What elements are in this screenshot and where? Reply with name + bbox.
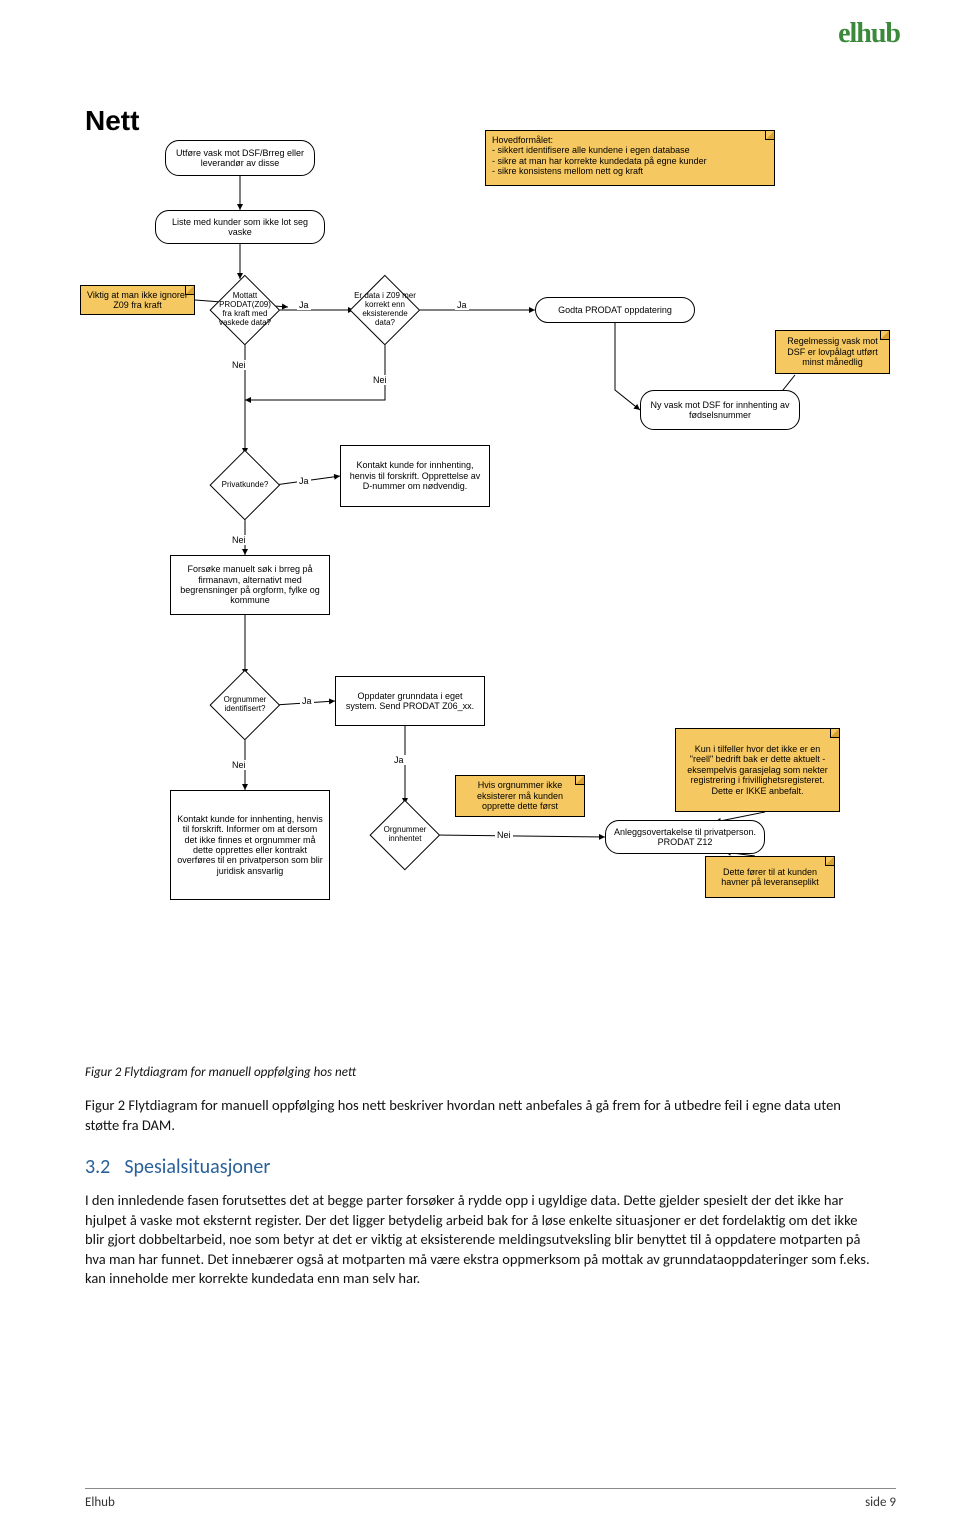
terminator-n13: Anleggsovertakelse til privatperson. PRO… [605,820,765,854]
edge-label-e4: Nei [371,375,389,385]
note-n2: Hovedformålet: - sikkert identifisere al… [485,130,775,186]
note-n14: Kun i tilfeller hvor det ikke er en "ree… [675,728,840,812]
edge-label-e2: Nei [230,360,248,370]
decision-d5: Orgnummer innhentet [370,800,440,870]
logo: elhub [838,18,900,50]
section-heading: 3.2 Spesialsituasjoner [85,1155,875,1179]
process-n9: Forsøke manuelt søk i brreg på firmanavn… [170,555,330,615]
edge-label-e3: Ja [455,300,469,310]
arrow-8 [245,340,385,400]
figure-caption: Figur 2 Flytdiagram for manuell oppfølgi… [85,1065,875,1080]
edge-label-e8: Nei [230,760,248,770]
note-n15: Dette fører til at kunden havner på leve… [705,856,835,898]
heading-number: 3.2 [85,1155,110,1179]
process-n10: Oppdater grunndata i eget system. Send P… [335,676,485,726]
note-n12: Hvis orgnummer ikke eksisterer må kunden… [455,775,585,817]
edge-label-e7: Ja [300,696,314,706]
decision-d1: Mottatt PRODAT(Z09) fra kraft med vasked… [210,275,280,345]
process-n11: Kontakt kunde for innhenting, henvis til… [170,790,330,900]
edge-label-e5: Ja [297,476,311,486]
edge-label-e6: Nei [230,535,248,545]
terminator-n7: Ny vask mot DSF for innhenting av fødsel… [640,390,800,430]
note-n4: Viktig at man ikke ignorer Z09 fra kraft [80,285,195,315]
arrow-15 [435,835,605,837]
page: elhub Nett Utføre vask mot DSF/Brreg ell… [0,0,960,1532]
process-n8: Kontakt kunde for innhenting, henvis til… [340,445,490,507]
edge-label-e1: Ja [297,300,311,310]
terminator-n5: Godta PRODAT oppdatering [535,297,695,323]
body-text: Figur 2 Flytdiagram for manuell oppfølgi… [85,1065,875,1303]
paragraph-2: I den innledende fasen forutsettes det a… [85,1191,875,1289]
decision-d2: Er data i Z09 mer korrekt enn eksisteren… [350,275,420,345]
terminator-n1: Utføre vask mot DSF/Brreg eller leverand… [165,140,315,176]
decision-d4: Orgnummer identifisert? [210,670,280,740]
note-n6: Regelmessig vask mot DSF er lovpålagt ut… [775,330,890,374]
footer-left: Elhub [85,1495,115,1510]
flowchart: Utføre vask mot DSF/Brreg eller leverand… [75,100,895,1060]
paragraph-1: Figur 2 Flytdiagram for manuell oppfølgi… [85,1096,875,1135]
decision-d3: Privatkunde? [210,450,280,520]
terminator-n3: Liste med kunder som ikke lot seg vaske [155,210,325,244]
arrow-5 [615,323,640,410]
footer: Elhub side 9 [85,1488,896,1510]
heading-title: Spesialsituasjoner [124,1155,270,1179]
edge-label-e10: Nei [495,830,513,840]
edge-label-e9: Ja [392,755,406,765]
footer-right: side 9 [865,1495,896,1510]
